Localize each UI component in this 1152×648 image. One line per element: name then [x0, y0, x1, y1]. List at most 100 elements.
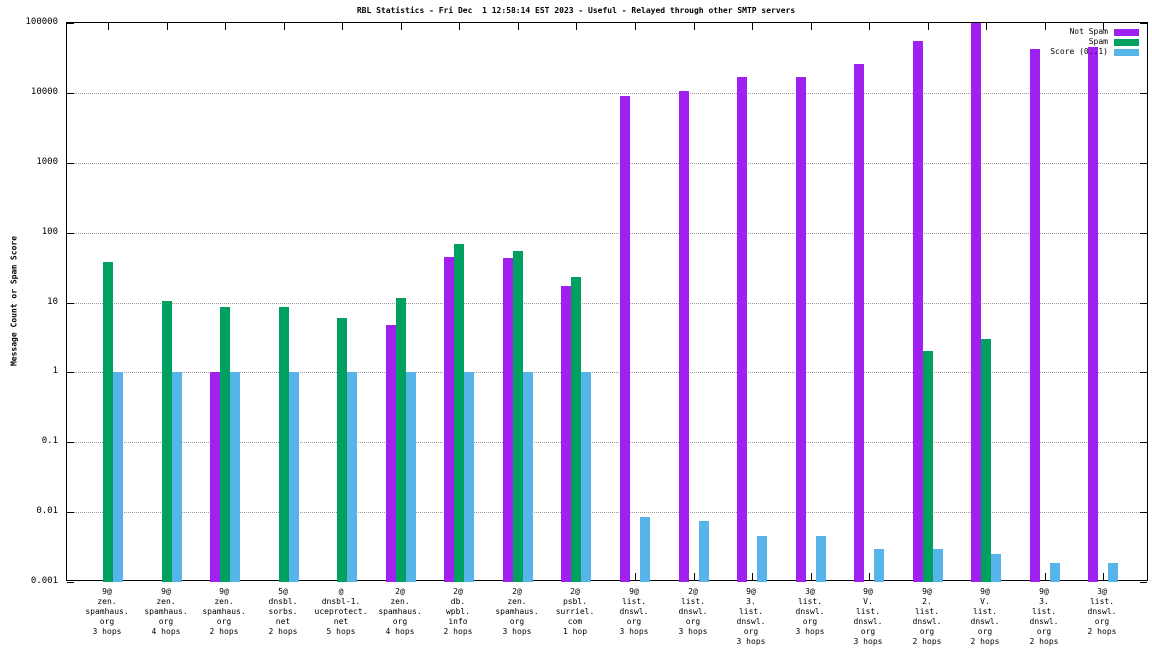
x-label-line: 3 hops	[736, 637, 766, 646]
x-label-line: org	[977, 627, 993, 636]
y-tick-label: 0.01	[36, 506, 58, 517]
y-tick-label: 0.001	[30, 576, 58, 586]
y-tick-label: 1	[52, 366, 58, 377]
legend-row: Spam	[1089, 38, 1139, 46]
bar-not-spam	[620, 96, 630, 582]
gridline	[67, 372, 1147, 374]
x-category-label: 2@ psbl. surriel. com 1 hop	[540, 587, 610, 637]
x-label-line: dnswl.	[795, 607, 825, 616]
x-label-line: dnsbl.	[268, 597, 298, 606]
bar-score-0-1	[464, 372, 474, 582]
x-category-label: 5@ dnsbl. sorbs. net 2 hops	[248, 587, 318, 637]
x-label-line: V.	[980, 597, 990, 606]
x-label-line: list.	[972, 607, 998, 616]
x-label-line: 9@	[922, 587, 932, 596]
x-label-line: 9@	[219, 587, 229, 596]
y-tick-label: 10000	[30, 86, 58, 97]
x-label-line: 3@	[1097, 587, 1107, 596]
y-tick-mark	[1140, 23, 1147, 24]
bar-not-spam	[1088, 47, 1098, 582]
bar-not-spam	[503, 258, 513, 582]
x-label-line: 3 hops	[502, 627, 532, 636]
x-label-line: org	[216, 617, 232, 626]
y-tick-label: 0.1	[41, 436, 58, 447]
gridline	[67, 92, 1147, 94]
x-label-line: list.	[855, 607, 881, 616]
y-tick-mark	[67, 162, 74, 164]
bar-score-0-1	[816, 536, 826, 582]
x-category-label: 9@ zen. spamhaus. org 2 hops	[189, 587, 259, 637]
x-label-line: org	[392, 617, 408, 626]
x-tick-mark	[167, 23, 168, 30]
x-tick-mark	[635, 573, 636, 580]
x-label-line: zen.	[156, 597, 176, 606]
bar-score-0-1	[172, 372, 182, 582]
x-label-line: sorbs.	[268, 607, 298, 616]
x-label-line: org	[685, 617, 701, 626]
x-label-line: 2 hops	[912, 637, 942, 646]
x-category-label: 9@ 2. list. dnswl. org 2 hops	[892, 587, 962, 647]
x-label-line: 3 hops	[678, 627, 708, 636]
x-tick-mark	[284, 23, 285, 30]
bar-score-0-1	[406, 372, 416, 582]
x-tick-mark	[1103, 23, 1104, 30]
x-label-line: org	[802, 617, 818, 626]
x-label-line: org	[1094, 617, 1110, 626]
x-label-line: list.	[1089, 597, 1115, 606]
x-category-label: 2@ db. wpbl. info 2 hops	[423, 587, 493, 637]
y-tick-mark	[1140, 512, 1147, 514]
x-label-line: dnswl.	[912, 617, 942, 626]
bar-not-spam	[444, 256, 454, 582]
bar-spam	[337, 318, 347, 582]
x-label-line: dnswl.	[619, 607, 649, 616]
x-label-line: 3.	[746, 597, 756, 606]
x-label-line: list.	[680, 597, 706, 606]
x-tick-mark	[694, 573, 695, 580]
x-tick-mark	[342, 23, 343, 30]
x-label-line: 9@	[161, 587, 171, 596]
bar-score-0-1	[1050, 562, 1060, 582]
x-category-label: 9@ V. list. dnswl. org 3 hops	[833, 587, 903, 647]
x-label-line: 9@	[1039, 587, 1049, 596]
bar-spam	[162, 301, 172, 582]
y-tick-mark	[1140, 92, 1147, 94]
x-tick-mark	[986, 23, 987, 30]
x-label-line: info	[448, 617, 468, 626]
x-label-line: org	[99, 617, 115, 626]
y-tick-mark	[67, 23, 74, 24]
x-label-line: org	[626, 617, 642, 626]
x-label-line: dnsbl-1.	[321, 597, 361, 606]
x-label-line: 5 hops	[326, 627, 356, 636]
legend-swatch	[1114, 28, 1139, 36]
x-category-label: 9@ zen. spamhaus. org 3 hops	[72, 587, 142, 637]
x-category-label: 9@ zen. spamhaus. org 4 hops	[131, 587, 201, 637]
x-tick-mark	[108, 23, 109, 30]
x-label-line: spamhaus.	[144, 607, 188, 616]
bar-score-0-1	[347, 372, 357, 582]
x-category-label: 2@ zen. spamhaus. org 4 hops	[365, 587, 435, 637]
x-label-line: 9@	[980, 587, 990, 596]
x-label-line: 2.	[922, 597, 932, 606]
x-label-line: surriel.	[555, 607, 595, 616]
x-label-line: list.	[1031, 607, 1057, 616]
bar-spam	[923, 351, 933, 582]
bar-not-spam	[737, 76, 747, 582]
bar-not-spam	[1030, 49, 1040, 582]
x-label-line: dnswl.	[1029, 617, 1059, 626]
y-tick-mark	[1140, 582, 1147, 583]
x-label-line: zen.	[507, 597, 527, 606]
legend-label: Score (0..1)	[1050, 47, 1108, 56]
x-label-line: zen.	[390, 597, 410, 606]
x-category-label: 2@ list. dnswl. org 3 hops	[658, 587, 728, 637]
x-label-line: 2 hops	[1087, 627, 1117, 636]
x-label-line: 5@	[278, 587, 288, 596]
x-label-line: net	[275, 617, 291, 626]
x-label-line: net	[333, 617, 349, 626]
x-label-line: 2@	[395, 587, 405, 596]
x-label-line: spamhaus.	[202, 607, 246, 616]
x-label-line: 2 hops	[1029, 637, 1059, 646]
y-tick-mark	[67, 92, 74, 94]
bar-not-spam	[210, 372, 220, 582]
x-label-line: com	[567, 617, 583, 626]
